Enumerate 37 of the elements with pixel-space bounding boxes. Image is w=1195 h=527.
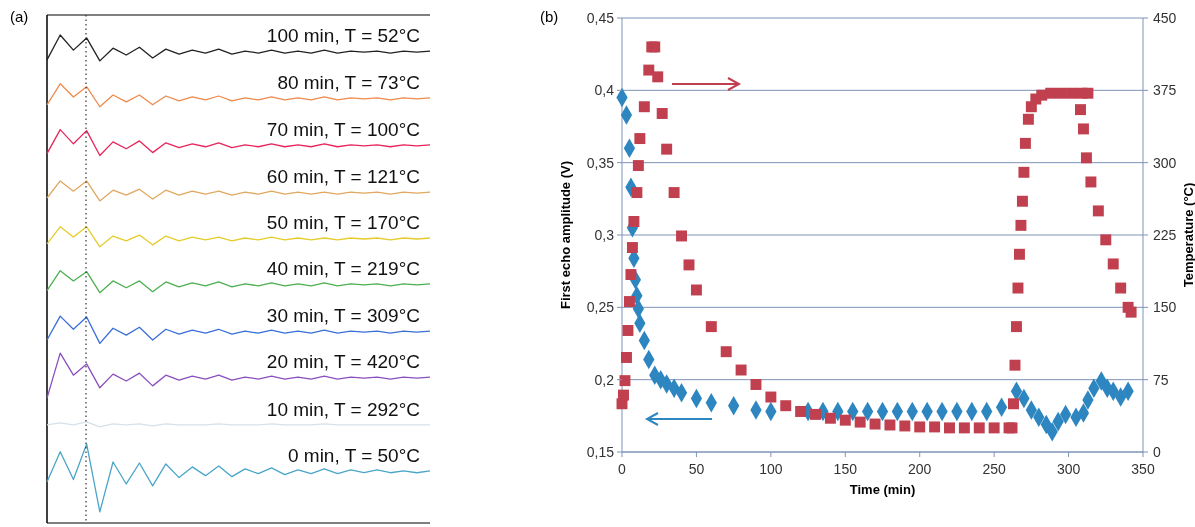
y2-tick-label: 0 [1153, 443, 1161, 460]
y-axis-title: First echo amplitude (V) [558, 160, 573, 310]
series-label: 70 min, T = 100°C [266, 118, 420, 140]
y2-tick-label: 75 [1153, 371, 1169, 388]
y-tick-label: 0,25 [586, 299, 615, 316]
series-label: 60 min, T = 121°C [266, 166, 420, 188]
x-tick-label: 200 [908, 461, 932, 477]
y-tick-label: 0,3 [594, 226, 615, 243]
x-tick-label: 150 [833, 461, 858, 477]
x-axis-title: Time (min) [849, 482, 916, 497]
y2-tick-label: 375 [1153, 82, 1177, 99]
chart-title: (a) [10, 8, 29, 25]
series-label: 80 min, T = 73°C [277, 71, 420, 93]
y-tick-label: 0,2 [594, 371, 615, 388]
series-label: 10 min, T = 292°C [266, 398, 420, 420]
x-tick-label: 100 [759, 461, 783, 477]
y2-tick-label: 300 [1153, 154, 1177, 171]
series-label: 30 min, T = 309°C [266, 305, 420, 327]
y-tick-label: 0,35 [586, 154, 615, 171]
series-label: 20 min, T = 420°C [266, 351, 420, 373]
x-tick-label: 0 [618, 461, 627, 477]
x-tick-label: 250 [982, 461, 1007, 477]
y2-tick-label: 150 [1153, 299, 1177, 316]
series-label: 40 min, T = 219°C [266, 257, 420, 279]
y-tick-label: 0,45 [586, 9, 615, 26]
y2-tick-label: 450 [1153, 9, 1177, 26]
y2-axis-title: Temperature (°C) [1181, 182, 1195, 288]
x-tick-label: 50 [688, 461, 705, 477]
chart-title: (b) [540, 8, 559, 25]
series-label: 0 min, T = 50°C [287, 444, 420, 466]
series-label: 50 min, T = 170°C [266, 212, 420, 234]
y2-tick-label: 225 [1153, 226, 1177, 243]
series-label: 100 min, T = 52°C [266, 25, 420, 47]
y-tick-label: 0,15 [586, 443, 615, 460]
y-tick-label: 0,4 [594, 82, 615, 99]
x-tick-label: 300 [1056, 461, 1081, 477]
x-tick-label: 350 [1131, 461, 1155, 477]
